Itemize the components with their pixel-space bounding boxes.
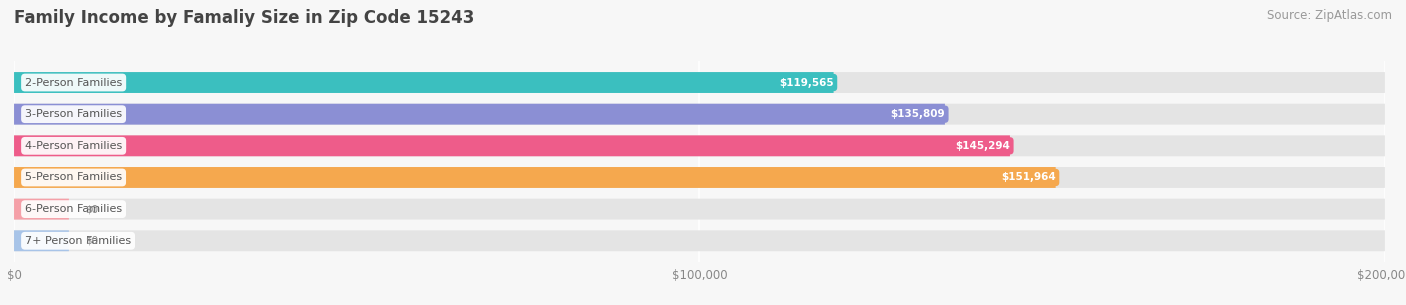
Text: $0: $0 xyxy=(86,204,98,214)
FancyBboxPatch shape xyxy=(14,72,834,93)
FancyBboxPatch shape xyxy=(14,104,1385,125)
FancyBboxPatch shape xyxy=(14,104,945,125)
Text: $119,565: $119,565 xyxy=(779,77,834,88)
FancyBboxPatch shape xyxy=(14,230,69,251)
Text: Source: ZipAtlas.com: Source: ZipAtlas.com xyxy=(1267,9,1392,22)
Text: 7+ Person Families: 7+ Person Families xyxy=(25,236,131,246)
FancyBboxPatch shape xyxy=(14,135,1010,156)
FancyBboxPatch shape xyxy=(14,135,1385,156)
Text: 6-Person Families: 6-Person Families xyxy=(25,204,122,214)
Text: $135,809: $135,809 xyxy=(890,109,945,119)
FancyBboxPatch shape xyxy=(14,72,1385,93)
Text: Family Income by Famaliy Size in Zip Code 15243: Family Income by Famaliy Size in Zip Cod… xyxy=(14,9,474,27)
Text: $0: $0 xyxy=(86,236,98,246)
Text: 4-Person Families: 4-Person Families xyxy=(25,141,122,151)
FancyBboxPatch shape xyxy=(14,199,69,220)
FancyBboxPatch shape xyxy=(14,167,1056,188)
FancyBboxPatch shape xyxy=(14,199,1385,220)
FancyBboxPatch shape xyxy=(14,230,1385,251)
Text: 3-Person Families: 3-Person Families xyxy=(25,109,122,119)
Text: 2-Person Families: 2-Person Families xyxy=(25,77,122,88)
FancyBboxPatch shape xyxy=(14,167,1385,188)
Text: 5-Person Families: 5-Person Families xyxy=(25,172,122,182)
Text: $151,964: $151,964 xyxy=(1001,172,1056,182)
Text: $145,294: $145,294 xyxy=(955,141,1010,151)
